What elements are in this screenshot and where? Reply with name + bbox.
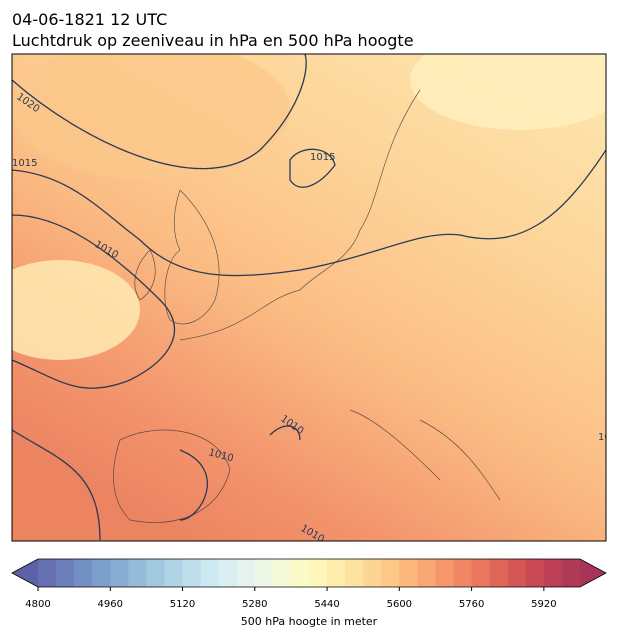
colorbar: 4800 4960 5120 5280 5440 5600 5760 5920 — [11, 558, 607, 610]
coastlines — [113, 89, 501, 523]
colorbar-segment — [254, 559, 274, 587]
colorbar-tick-label: 4800 — [25, 599, 50, 610]
colorbar-segment — [345, 559, 364, 587]
colorbar-tick-label: 5600 — [387, 599, 412, 610]
colorbar-segment — [110, 559, 129, 587]
colorbar-tick-label: 5440 — [314, 599, 339, 610]
colorbar-segment — [471, 559, 491, 587]
colorbar-segment — [182, 559, 202, 587]
colorbar-segment — [399, 559, 418, 587]
contour-label: 1010 — [598, 432, 618, 443]
contour-label: 1015 — [310, 152, 335, 163]
height-field — [12, 54, 290, 180]
colorbar-tick-label: 5920 — [531, 599, 556, 610]
colorbar-segment — [309, 559, 328, 587]
colorbar-segment — [363, 559, 382, 587]
colorbar-segment — [525, 559, 545, 587]
colorbar-segment — [543, 559, 563, 587]
colorbar-tick-label: 5760 — [459, 599, 484, 610]
colorbar-segment — [507, 559, 527, 587]
colorbar-segment — [327, 559, 346, 587]
colorbar-segment — [164, 559, 184, 587]
colorbar-segment — [272, 559, 292, 587]
colorbar-tick-label: 5280 — [242, 599, 267, 610]
colorbar-segment — [435, 559, 455, 587]
colorbar-segment — [417, 559, 436, 587]
height-field — [410, 54, 606, 130]
colorbar-segment — [453, 559, 473, 587]
colorbar-segment — [92, 559, 111, 587]
colorbar-segment — [236, 559, 256, 587]
height-field — [12, 260, 140, 360]
title: 04-06-1821 12 UTC — [12, 10, 167, 29]
colorbar-segment — [74, 559, 93, 587]
colorbar-segment — [200, 559, 220, 587]
colorbar-extend-high — [580, 559, 606, 587]
colorbar-segment — [561, 559, 581, 587]
colorbar-tick-label: 4960 — [98, 599, 123, 610]
colorbar-segment — [38, 559, 57, 587]
colorbar-segment — [146, 559, 165, 587]
colorbar-segment — [489, 559, 509, 587]
map: 1020 1015 1015 1010 1010 1010 1010 1010 … — [12, 54, 618, 541]
colorbar-segment — [218, 559, 238, 587]
isobars — [12, 54, 606, 541]
colorbar-segment — [56, 559, 75, 587]
subtitle: Luchtdruk op zeeniveau in hPa en 500 hPa… — [12, 31, 414, 50]
colorbar-extend-low — [12, 559, 38, 587]
colorbar-segment — [128, 559, 147, 587]
colorbar-tick-label: 5120 — [170, 599, 195, 610]
colorbar-label: 500 hPa hoogte in meter — [241, 615, 378, 628]
contour-label: 1015 — [12, 158, 37, 169]
map-frame — [11, 53, 607, 542]
colorbar-segment — [290, 559, 310, 587]
colorbar-segment — [381, 559, 400, 587]
